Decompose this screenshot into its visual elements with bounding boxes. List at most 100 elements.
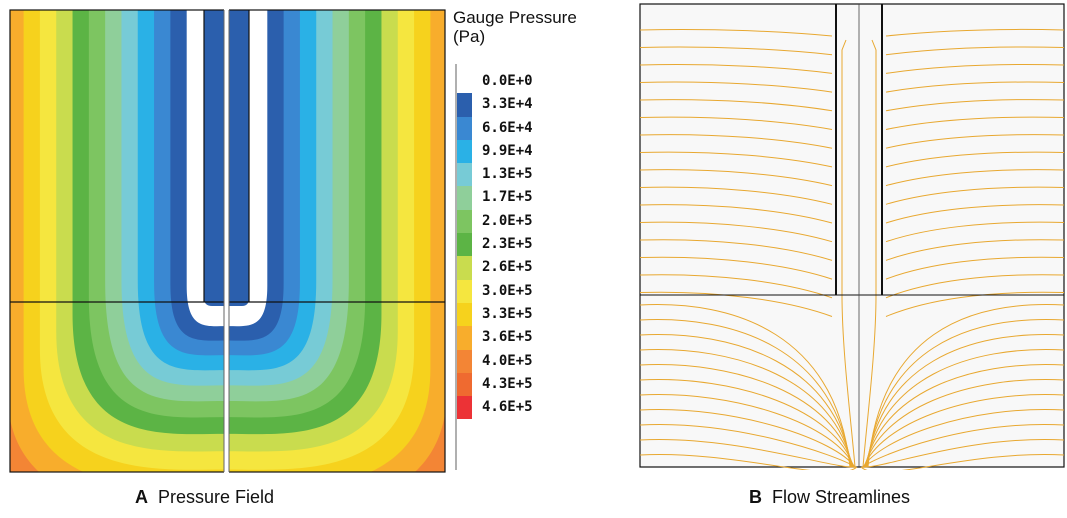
flow-streamlines-plot: [639, 3, 1065, 470]
legend-label: 2.0E+5: [482, 212, 533, 229]
pressure-band-min: [204, 10, 224, 306]
streamline-left-lower: [639, 424, 856, 468]
legend-label: 3.6E+5: [482, 329, 533, 346]
legend-title: Gauge Pressure (Pa): [453, 8, 577, 46]
legend-label: 3.3E+5: [482, 305, 533, 322]
pressure-band-min: [229, 10, 249, 306]
legend-label: 9.9E+4: [482, 142, 533, 159]
streamline-right-lower: [866, 334, 1065, 468]
streamline-right-upper: [885, 134, 1065, 149]
streamline-right-upper: [885, 256, 1065, 280]
streamline-left-lower: [639, 379, 854, 468]
streamline-left-lower: [639, 349, 853, 468]
streamline-left-lower: [639, 334, 852, 468]
streamline-left-lower: [639, 439, 857, 468]
legend-swatch: [457, 372, 472, 397]
streamline-left-lower: [639, 319, 852, 468]
legend-label: 4.0E+5: [482, 352, 533, 369]
caption-b: B Flow Streamlines: [749, 487, 911, 507]
legend-swatch: [457, 256, 472, 280]
legend-label: 1.3E+5: [482, 166, 533, 183]
streamline-left-upper: [639, 239, 833, 261]
streamline-left-upper: [639, 274, 833, 299]
streamlines: [639, 28, 1065, 470]
streamline-right-upper: [885, 151, 1065, 168]
legend-swatch: [457, 70, 472, 94]
streamline-right-upper: [885, 274, 1065, 299]
streamline-left-upper: [639, 221, 833, 243]
streamline-right-upper: [885, 81, 1065, 93]
streamline-right-upper: [885, 291, 1065, 317]
streamline-left-lower: [639, 409, 856, 468]
legend-label: 2.3E+5: [482, 236, 533, 253]
streamline-left-upper: [639, 134, 833, 149]
streamline-outlet: [841, 294, 856, 468]
streamline-right-lower: [865, 349, 1065, 468]
streamline-left-upper: [639, 291, 833, 317]
streamline-left-lower: [639, 454, 858, 470]
legend-label: 4.6E+5: [482, 399, 533, 416]
pressure-contours-right: [229, 10, 445, 472]
streamline-left-upper: [639, 99, 833, 112]
legend-bar: [455, 64, 457, 470]
streamline-right-lower: [867, 304, 1065, 468]
streamline-channel: [841, 39, 847, 295]
legend-label: 3.3E+4: [482, 96, 533, 113]
streamline-right-upper: [885, 116, 1065, 130]
streamline-left-upper: [639, 64, 833, 74]
pressure-contours-left: [10, 10, 224, 472]
legend-swatch: [457, 233, 472, 257]
legend-label: 2.6E+5: [482, 259, 533, 276]
legend-swatch: [457, 396, 472, 420]
frame-lines: [223, 10, 230, 472]
streamline-right-upper: [885, 186, 1065, 205]
streamline-right-upper: [885, 169, 1065, 187]
streamline-left-upper: [639, 169, 833, 187]
legend-swatch: [457, 186, 472, 210]
streamline-right-upper: [885, 204, 1065, 224]
legend-label: 6.6E+4: [482, 119, 533, 136]
streamline-right-lower: [862, 424, 1065, 468]
streamline-right-upper: [885, 221, 1065, 243]
streamline-left-upper: [639, 116, 833, 130]
streamline-right-lower: [866, 319, 1065, 468]
legend-swatch: [457, 326, 472, 350]
streamline-left-upper: [639, 151, 833, 168]
streamline-domain: [639, 3, 1065, 468]
streamline-left-upper: [639, 204, 833, 224]
caption-a: A Pressure Field: [135, 487, 275, 507]
legend-swatch: [457, 163, 472, 187]
streamline-left-upper: [639, 186, 833, 205]
streamline-left-upper: [639, 256, 833, 280]
streamline-right-lower: [861, 439, 1065, 468]
legend-label: 1.7E+5: [482, 189, 533, 206]
legend-label: 0.0E+0: [482, 73, 533, 89]
channel-walls: [640, 4, 1064, 467]
streamline-channel: [871, 39, 877, 295]
streamline-outlet: [862, 294, 877, 468]
legend-swatch: [457, 139, 472, 164]
streamline-right-upper: [885, 239, 1065, 261]
streamline-right-lower: [863, 394, 1065, 468]
legend-swatch: [457, 116, 472, 140]
streamline-right-lower: [864, 379, 1065, 468]
legend-label: 4.3E+5: [482, 375, 533, 392]
streamline-left-upper: [639, 46, 833, 56]
streamline-left-lower: [639, 394, 855, 468]
streamline-right-lower: [864, 364, 1065, 468]
streamline-right-upper: [885, 46, 1065, 56]
streamline-right-lower: [862, 409, 1065, 468]
streamline-left-lower: [639, 304, 851, 468]
streamline-left-upper: [639, 81, 833, 93]
streamline-right-upper: [885, 64, 1065, 74]
legend-swatch: [457, 349, 472, 373]
legend-swatch: [457, 93, 472, 117]
streamline-right-upper: [885, 99, 1065, 112]
legend-swatch: [457, 302, 472, 327]
streamline-right-upper: [885, 28, 1065, 37]
streamline-left-lower: [639, 364, 854, 468]
streamline-left-upper: [639, 28, 833, 37]
streamline-right-lower: [860, 454, 1065, 470]
pressure-field-plot: [9, 0, 446, 475]
legend-swatch: [457, 279, 472, 303]
